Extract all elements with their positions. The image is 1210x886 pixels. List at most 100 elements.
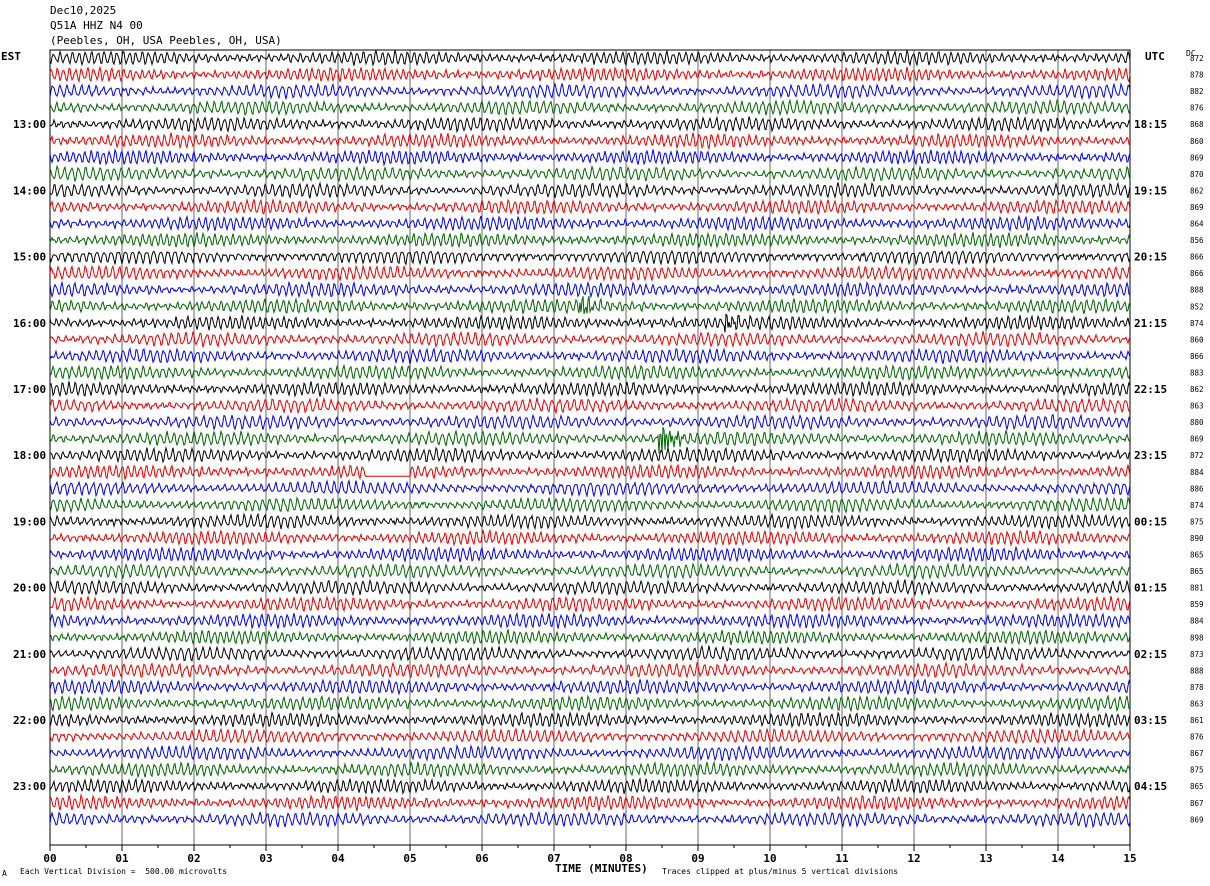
seismic-trace <box>49 777 1131 796</box>
seismic-trace <box>49 214 1131 233</box>
seismic-trace <box>49 380 1131 398</box>
seismic-trace <box>49 65 1131 84</box>
dc-offset-label: 883 <box>1190 368 1204 377</box>
seismic-trace <box>49 562 1131 581</box>
dc-offset-label: 852 <box>1190 302 1204 311</box>
dc-offset-label: 867 <box>1190 749 1204 758</box>
dc-offset-label: 863 <box>1190 402 1204 411</box>
utc-hour-label: 04:15 <box>1134 780 1167 793</box>
dc-offset-label: 862 <box>1190 385 1204 394</box>
seismic-trace <box>49 164 1131 183</box>
dc-offset-label: 865 <box>1190 782 1204 791</box>
utc-hour-label: 23:15 <box>1134 449 1167 462</box>
dc-offset-label: 888 <box>1190 286 1204 295</box>
local-hour-label: 17:00 <box>13 383 46 396</box>
seismic-trace <box>49 181 1131 199</box>
dc-offset-label: 874 <box>1190 319 1204 328</box>
dc-offset-label: 875 <box>1190 766 1204 775</box>
dc-offset-label: 876 <box>1190 733 1204 742</box>
dc-offset-label: 866 <box>1190 352 1204 361</box>
x-tick-label: 06 <box>475 852 489 865</box>
seismic-trace <box>49 463 1131 481</box>
x-tick-label: 03 <box>259 852 272 865</box>
x-tick-label: 05 <box>403 852 416 865</box>
dc-offset-label: 876 <box>1190 104 1204 113</box>
dc-offset-label: 859 <box>1190 600 1204 609</box>
dc-offset-label: 884 <box>1190 617 1204 626</box>
seismic-trace <box>49 478 1131 498</box>
seismic-trace <box>49 231 1131 249</box>
dc-offset-label: 869 <box>1190 153 1204 162</box>
plot-frame <box>49 49 1131 846</box>
seismic-trace <box>49 678 1131 696</box>
seismic-trace <box>49 280 1131 299</box>
dc-offset-label: 862 <box>1190 186 1204 195</box>
plot-date: Dec10,2025 <box>50 4 117 17</box>
dc-offset-label: 881 <box>1190 584 1204 593</box>
local-hour-label: 14:00 <box>13 184 46 197</box>
seismic-trace <box>49 810 1131 829</box>
seismic-trace <box>49 427 1131 454</box>
dc-offset-label: 874 <box>1190 501 1204 510</box>
x-tick-label: 00 <box>43 852 56 865</box>
dc-offset-label: 861 <box>1190 716 1204 725</box>
dc-offset-label: 864 <box>1190 220 1204 229</box>
utc-hour-label: 19:15 <box>1134 184 1167 197</box>
seismic-trace <box>49 132 1131 151</box>
local-hour-label: 20:00 <box>13 582 46 595</box>
dc-offset-label: 868 <box>1190 120 1204 129</box>
dc-offset-label: 880 <box>1190 418 1204 427</box>
dc-offset-label: 878 <box>1190 683 1204 692</box>
seismic-trace <box>49 644 1131 663</box>
seismic-trace <box>49 413 1131 432</box>
dc-offset-label: 866 <box>1190 253 1204 262</box>
utc-hour-label: 03:15 <box>1134 714 1167 727</box>
seismic-trace <box>49 727 1131 745</box>
utc-hour-label: 00:15 <box>1134 515 1167 528</box>
utc-hour-label: 02:15 <box>1134 648 1167 661</box>
dc-offset-label: 872 <box>1190 54 1204 63</box>
x-tick-label: 04 <box>331 852 345 865</box>
seismic-trace <box>49 347 1131 365</box>
local-hour-label: 18:00 <box>13 449 46 462</box>
dc-offset-label: 863 <box>1190 699 1204 708</box>
x-tick-label: 07 <box>547 852 560 865</box>
seismic-trace <box>49 363 1131 382</box>
dc-offset-label: 882 <box>1190 87 1204 96</box>
seismic-trace <box>49 578 1131 597</box>
seismic-trace <box>49 295 1131 315</box>
dc-header: DC <box>1186 49 1196 58</box>
seismic-trace <box>49 512 1131 531</box>
dc-offset-label: 890 <box>1190 534 1204 543</box>
seismic-trace <box>49 660 1131 679</box>
seismic-trace <box>49 98 1131 117</box>
scale-note: Each Vertical Division = 500.00 microvol… <box>20 867 228 876</box>
seismic-trace <box>49 249 1131 267</box>
dc-offset-label: 856 <box>1190 236 1204 245</box>
x-tick-label: 02 <box>187 852 200 865</box>
dc-offset-label: 865 <box>1190 567 1204 576</box>
x-tick-label: 01 <box>115 852 129 865</box>
dc-offset-label: 869 <box>1190 435 1204 444</box>
seismic-trace <box>49 313 1131 333</box>
seismic-trace <box>49 611 1131 630</box>
dc-offset-label: 898 <box>1190 633 1204 642</box>
seismic-trace <box>49 48 1131 67</box>
utc-hour-label: 18:15 <box>1134 118 1167 131</box>
dc-offset-label: 884 <box>1190 468 1204 477</box>
seismic-trace <box>49 396 1131 415</box>
x-tick-label: 12 <box>907 852 920 865</box>
dc-offset-label: 869 <box>1190 815 1204 824</box>
utc-hour-label: 21:15 <box>1134 317 1167 330</box>
seismic-trace <box>49 545 1131 564</box>
seismic-trace <box>49 629 1131 646</box>
local-hour-label: 16:00 <box>13 317 46 330</box>
station-code: Q51A HHZ N4 00 <box>50 19 143 32</box>
x-tick-label: 11 <box>835 852 849 865</box>
seismic-trace <box>49 694 1131 713</box>
dc-offset-label: 873 <box>1190 650 1204 659</box>
dc-offset-label: 888 <box>1190 666 1204 675</box>
seismic-trace <box>49 115 1131 134</box>
local-hour-label: 21:00 <box>13 648 46 661</box>
x-tick-label: 09 <box>691 852 704 865</box>
